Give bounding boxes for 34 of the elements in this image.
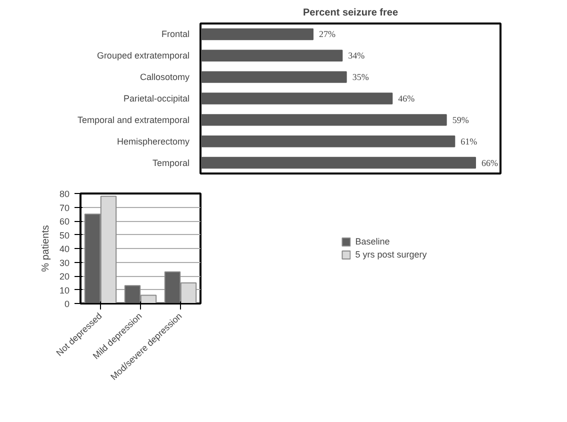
y-tick-label: 80: [59, 189, 70, 199]
y-tick-label: Callosotomy: [140, 72, 190, 82]
data-label: 66%: [482, 158, 498, 168]
data-label: 27%: [319, 29, 336, 40]
data-label: 35%: [352, 72, 370, 82]
data-label: 46%: [398, 94, 416, 104]
chart-title: Percent seizure free: [302, 8, 398, 18]
legend-label: Baseline: [355, 236, 390, 246]
bar: [200, 28, 314, 40]
legend-label: 5 yrs post surgery: [355, 250, 427, 260]
bar: [200, 71, 347, 83]
y-tick-label: 30: [59, 258, 70, 268]
bar: [200, 136, 456, 148]
bar: [200, 50, 343, 62]
y-tick-label: Grouped extratemporal: [96, 50, 190, 61]
data-label: 34%: [348, 50, 366, 61]
data-label: 61%: [460, 136, 478, 146]
y-tick-label: 10: [59, 285, 70, 296]
y-tick-label: 0: [64, 299, 70, 309]
y-tick-label: Temporal: [152, 158, 190, 168]
y-tick-label: 20: [59, 272, 70, 282]
y-tick-label: 50: [59, 230, 70, 240]
y-tick-label: 40: [59, 244, 70, 254]
bar: [200, 114, 447, 126]
bar: [200, 92, 393, 104]
data-label: 59%: [452, 114, 470, 125]
bar: [200, 156, 476, 169]
y-tick-label: 70: [59, 202, 70, 213]
y-tick-label: Frontal: [161, 29, 190, 40]
y-tick-label: Hemispherectomy: [116, 136, 190, 146]
y-tick-label: Parietal-occipital: [123, 94, 190, 104]
y-axis-title: % patients: [40, 225, 52, 272]
y-tick-label: 60: [59, 216, 70, 226]
y-tick-label: Temporal and extratemporal: [77, 114, 190, 125]
